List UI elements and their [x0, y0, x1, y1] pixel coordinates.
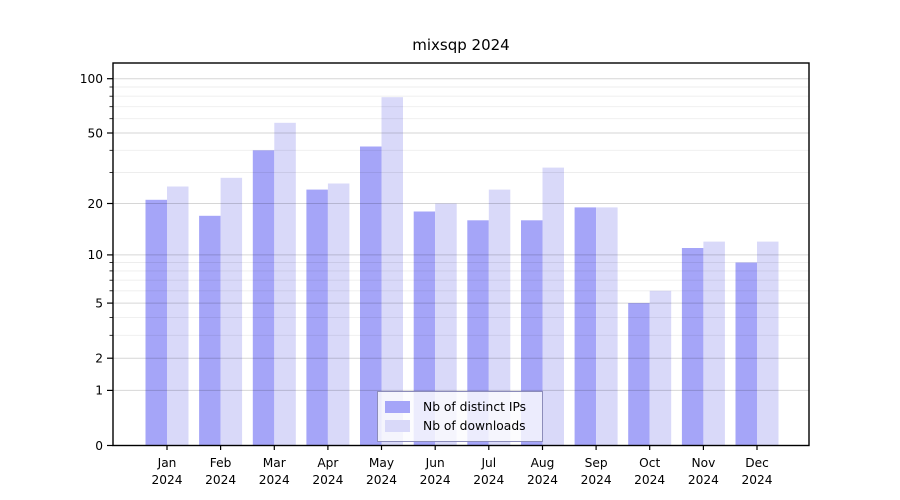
y-tick-label-1: 1 [95, 384, 103, 398]
bar-apr-downloads [327, 183, 350, 446]
x-tick-label-month-jan: Jan [157, 456, 177, 470]
y-tick-label-2: 2 [95, 352, 103, 366]
x-tick-label-year-jul: 2024 [473, 473, 504, 487]
bar-aug-downloads [542, 167, 564, 446]
legend-label-distinct-ips: Nb of distinct IPs [423, 400, 527, 414]
bar-may-downloads [381, 97, 403, 446]
bar-nov-downloads [703, 241, 725, 446]
bar-aug-distinct-ips [521, 220, 543, 446]
bar-nov-distinct-ips [681, 248, 704, 446]
x-tick-label-year-feb: 2024 [205, 473, 236, 487]
x-tick-label-month-aug: Aug [531, 456, 555, 470]
x-tick-label-month-feb: Feb [210, 456, 232, 470]
bar-dec-downloads [757, 241, 779, 446]
axes-spines [112, 62, 810, 447]
bar-mar-downloads [274, 122, 296, 446]
legend: Nb of distinct IPs Nb of downloads [377, 391, 543, 442]
x-tick-label-year-dec: 2024 [741, 473, 772, 487]
legend-swatch-distinct-ips [385, 400, 410, 414]
bar-mar-distinct-ips [252, 150, 275, 446]
x-tick-label-year-jun: 2024 [420, 473, 451, 487]
x-tick-label-year-nov: 2024 [688, 473, 719, 487]
x-tick-label-year-sep: 2024 [581, 473, 612, 487]
x-tick-label-month-apr: Apr [317, 456, 339, 470]
bar-oct-downloads [649, 290, 672, 446]
x-tick-label-month-mar: Mar [263, 456, 287, 470]
x-tick-label-month-oct: Oct [639, 456, 660, 470]
bar-sep-downloads [596, 207, 618, 446]
bar-jul-distinct-ips [467, 220, 489, 446]
bar-jul-downloads [488, 189, 511, 446]
bar-jun-distinct-ips [413, 211, 436, 446]
bar-feb-downloads [220, 177, 243, 446]
bar-oct-distinct-ips [628, 303, 650, 446]
bar-dec-distinct-ips [735, 262, 757, 446]
y-tick-label-100: 100 [80, 72, 103, 86]
legend-swatch-downloads [385, 419, 410, 433]
chart-title: mixsqp 2024 [412, 36, 510, 54]
y-tick-label-0: 0 [95, 439, 103, 453]
x-tick-label-month-jul: Jul [480, 456, 496, 470]
x-tick-label-month-sep: Sep [585, 456, 608, 470]
bar-jan-downloads [167, 186, 189, 446]
x-tick-label-year-apr: 2024 [312, 473, 343, 487]
y-tick-label-50: 50 [87, 126, 103, 140]
legend-label-downloads: Nb of downloads [423, 419, 526, 433]
bar-sep-distinct-ips [574, 207, 597, 446]
legend-entry-distinct-ips: Nb of distinct IPs [385, 400, 535, 414]
legend-entry-downloads: Nb of downloads [385, 419, 535, 433]
bar-apr-distinct-ips [306, 189, 328, 446]
y-tick-label-5: 5 [95, 296, 103, 310]
y-tick-label-20: 20 [87, 197, 103, 211]
bar-feb-distinct-ips [199, 215, 221, 446]
y-tick-label-10: 10 [87, 248, 103, 262]
x-tick-label-year-may: 2024 [366, 473, 397, 487]
x-tick-label-year-aug: 2024 [527, 473, 558, 487]
x-tick-label-year-jan: 2024 [151, 473, 182, 487]
x-tick-label-year-mar: 2024 [259, 473, 290, 487]
bar-jun-downloads [435, 203, 457, 446]
x-tick-label-year-oct: 2024 [634, 473, 665, 487]
bar-may-distinct-ips [360, 146, 382, 446]
x-tick-label-month-dec: Dec [745, 456, 769, 470]
x-tick-label-month-may: May [369, 456, 394, 470]
x-tick-label-month-jun: Jun [425, 456, 445, 470]
x-tick-label-month-nov: Nov [692, 456, 716, 470]
bar-jan-distinct-ips [145, 199, 167, 446]
